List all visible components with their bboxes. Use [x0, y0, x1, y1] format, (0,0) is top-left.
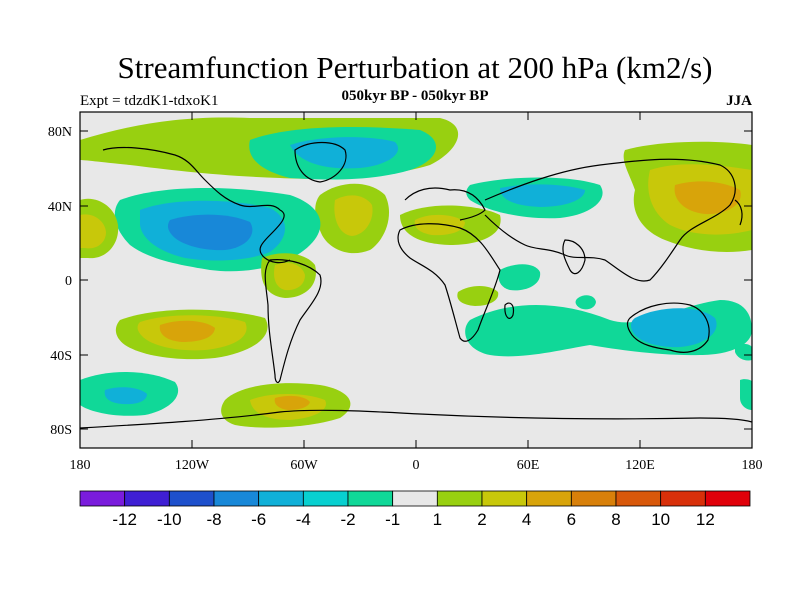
colorbar-label-8: 2: [477, 510, 486, 529]
contour-arctic-negative-core: [290, 137, 399, 169]
colorbar-box-3: [213, 490, 260, 507]
contour-australia-fringe: [735, 343, 752, 361]
contour-far-south-pacific-core: [104, 387, 147, 405]
colorbar-label-13: 12: [696, 510, 715, 529]
colorbar-labels: -12 -10 -8 -6 -4 -2 -1 1 2 4 6 8 10 12: [112, 510, 714, 529]
lon-tick-marks: [79, 112, 753, 448]
coast-india: [562, 239, 586, 275]
coast-asia: [484, 158, 736, 282]
contour-indian-negative: [575, 295, 596, 310]
colorbar-label-0: -12: [112, 510, 137, 529]
coast-australia: [626, 302, 710, 353]
contour-southern-edge-negative: [740, 379, 752, 410]
colorbar-box-0: [79, 490, 126, 507]
lon-label-60e: 60E: [517, 458, 540, 473]
coast-japan: [734, 199, 743, 226]
contour-north-atlantic-core: [334, 195, 373, 236]
contour-west-europe-core: [414, 214, 465, 236]
colorbar-box-8: [436, 490, 483, 507]
colorbar-box-9: [481, 490, 528, 507]
contour-asia-negative-core: [500, 184, 585, 207]
contour-equatorial-core: [274, 262, 305, 291]
lon-label-60w: 60W: [290, 458, 318, 473]
colorbar-box-10: [526, 490, 572, 507]
colorbar-label-3: -6: [251, 510, 266, 529]
coast-greenland: [294, 141, 347, 183]
lat-label-0: 0: [65, 274, 72, 289]
colorbar-label-9: 4: [522, 510, 531, 529]
experiment-label: Expt = tdzdK1-tdxoK1: [80, 93, 219, 109]
lon-label-120w: 120W: [175, 458, 210, 473]
colorbar-box-14: [704, 490, 751, 507]
colorbar-box-12: [615, 490, 662, 507]
map-subtitle: 050kyr BP - 050kyr BP: [341, 88, 489, 104]
contour-south-pacific-core: [159, 320, 215, 342]
contour-pacific-core: [80, 214, 106, 249]
colorbar-box-1: [124, 490, 170, 507]
colorbar-label-7: 1: [433, 510, 442, 529]
colorbar-label-5: -2: [340, 510, 355, 529]
lon-label-180e: 180: [742, 458, 763, 473]
colorbar-label-12: 10: [651, 510, 670, 529]
colorbar-box-4: [258, 490, 304, 507]
contour-fields: [80, 117, 752, 429]
map-title: Streamfunction Perturbation at 200 hPa (…: [117, 50, 713, 85]
lat-label-80s: 80S: [50, 423, 72, 438]
lat-label-40n: 40N: [48, 200, 72, 215]
colorbar-label-11: 8: [611, 510, 620, 529]
colorbar-label-2: -8: [206, 510, 221, 529]
colorbar-box-7: [392, 490, 438, 507]
contour-australia-core: [631, 308, 717, 348]
contour-arabia-negative: [498, 264, 541, 291]
coast-south-america: [264, 259, 322, 384]
colorbar-box-13: [660, 490, 706, 507]
contour-africa-positive: [457, 286, 499, 306]
contour-southern-ocean-peak: [274, 395, 310, 410]
lon-label-0: 0: [413, 458, 420, 473]
lat-label-80n: 80N: [48, 125, 72, 140]
colorbar-box-11: [570, 490, 617, 507]
colorbar-label-10: 6: [567, 510, 576, 529]
coast-antarctica: [80, 409, 752, 429]
lon-label-180w: 180: [70, 458, 91, 473]
colorbar-label-1: -10: [157, 510, 182, 529]
colorbar-label-4: -4: [296, 510, 311, 529]
coast-north-america: [102, 146, 291, 264]
lon-tick-labels: 180 120W 60W 0 60E 120E 180: [70, 458, 763, 473]
coastlines: [80, 141, 752, 429]
contour-east-asia-core: [674, 181, 741, 215]
colorbar-label-6: -1: [385, 510, 400, 529]
coast-africa: [397, 223, 501, 342]
season-label: JJA: [726, 93, 752, 109]
lon-label-120e: 120E: [625, 458, 655, 473]
coast-europe: [404, 187, 486, 221]
lat-tick-labels: 80N 40N 0 40S 80S: [48, 125, 72, 438]
colorbar: [79, 490, 751, 507]
colorbar-box-6: [347, 490, 394, 507]
coast-madagascar: [504, 302, 515, 319]
lat-label-40s: 40S: [50, 349, 72, 364]
colorbar-box-2: [168, 490, 215, 507]
colorbar-box-5: [302, 490, 349, 507]
lat-tick-marks: [80, 130, 752, 430]
contour-north-america-core: [167, 214, 253, 251]
